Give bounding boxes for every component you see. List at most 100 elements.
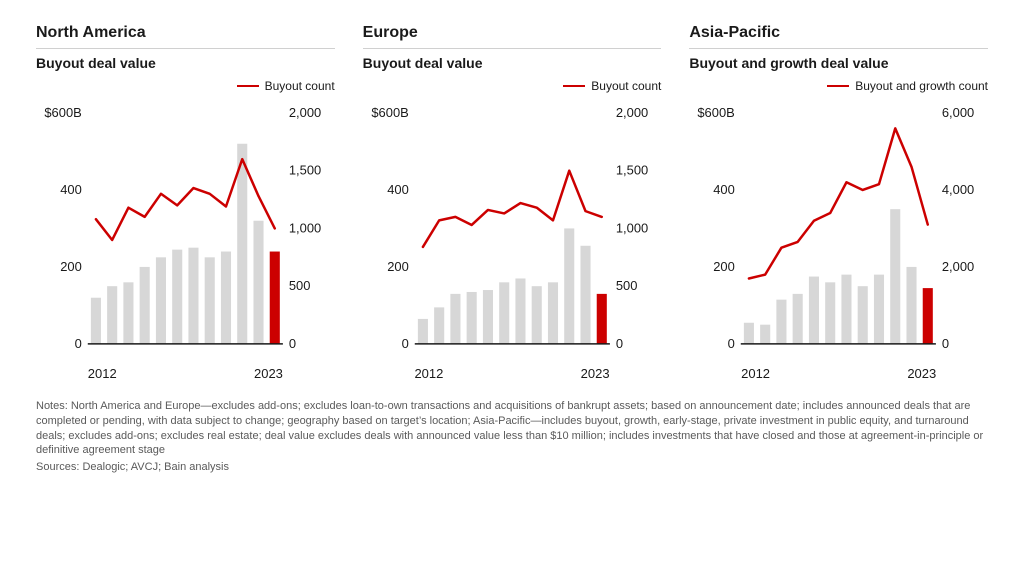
y-right-tick-label: 2,000 [942, 259, 974, 274]
x-labels: 2012 2023 [689, 366, 988, 381]
y-left-tick-label: 0 [728, 336, 735, 351]
footnotes: Notes: North America and Europe—excludes… [36, 399, 988, 475]
count-line [96, 159, 275, 240]
bar [499, 282, 509, 344]
y-left-tick-label: 400 [387, 182, 409, 197]
y-right-tick-label: 6,000 [942, 105, 974, 120]
chart-wrap: $600B 0 200 400 0 2,000 4,000 6,000 [689, 103, 988, 362]
bar [760, 325, 770, 344]
x-end-label: 2023 [907, 366, 936, 381]
legend-label: Buyout count [265, 79, 335, 93]
notes-body: Notes: North America and Europe—excludes… [36, 399, 988, 458]
bar-highlight [923, 288, 933, 344]
bar [793, 294, 803, 344]
legend-label: Buyout and growth count [855, 79, 988, 93]
bar [858, 286, 868, 344]
legend-line-swatch [237, 85, 259, 88]
bar [483, 290, 493, 344]
chart-wrap: $600B 0 200 400 0 500 1,000 1,500 2,000 [36, 103, 335, 362]
bar [744, 323, 754, 344]
bar [156, 257, 166, 344]
panels-row: North America Buyout deal value Buyout cou… [36, 24, 988, 381]
bar [777, 300, 787, 344]
panel-europe: Europe Buyout deal value Buyout count $600B… [363, 24, 662, 381]
x-labels: 2012 2023 [363, 366, 662, 381]
legend-line-swatch [827, 85, 849, 88]
x-labels: 2012 2023 [36, 366, 335, 381]
bar [515, 278, 525, 343]
x-start-label: 2012 [88, 366, 117, 381]
bar [434, 307, 444, 344]
bar [809, 277, 819, 344]
bar [826, 282, 836, 344]
x-end-label: 2023 [581, 366, 610, 381]
y-left-top-label: $600B [44, 105, 81, 120]
y-left-tick-label: 0 [75, 336, 82, 351]
y-right-tick-label: 500 [616, 278, 638, 293]
legend: Buyout count [363, 79, 662, 93]
y-right-tick-label: 2,000 [289, 105, 321, 120]
legend-line-swatch [563, 85, 585, 88]
y-left-tick-label: 200 [714, 259, 736, 274]
y-left-top-label: $600B [698, 105, 735, 120]
notes-sources: Sources: Dealogic; AVCJ; Bain analysis [36, 460, 988, 475]
panel-subtitle: Buyout and growth deal value [689, 55, 988, 71]
panel-asia-pacific: Asia-Pacific Buyout and growth deal value… [689, 24, 988, 381]
y-right-tick-label: 1,000 [616, 220, 648, 235]
chart-wrap: $600B 0 200 400 0 500 1,000 1,500 2,000 [363, 103, 662, 362]
bar [466, 292, 476, 344]
count-line [749, 128, 928, 278]
bar [221, 252, 231, 344]
chart: $600B 0 200 400 0 500 1,000 1,500 2,000 [36, 103, 335, 362]
panel-title: Europe [363, 24, 662, 49]
x-start-label: 2012 [414, 366, 443, 381]
chart: $600B 0 200 400 0 2,000 4,000 6,000 [689, 103, 988, 362]
y-left-tick-label: 400 [714, 182, 736, 197]
bar [450, 294, 460, 344]
bar [123, 282, 133, 344]
x-end-label: 2023 [254, 366, 283, 381]
panel-title: North America [36, 24, 335, 49]
bar [107, 286, 117, 344]
y-right-tick-label: 2,000 [616, 105, 648, 120]
x-start-label: 2012 [741, 366, 770, 381]
y-left-top-label: $600B [371, 105, 408, 120]
bar [580, 246, 590, 344]
panel-subtitle: Buyout deal value [36, 55, 335, 71]
bar [548, 282, 558, 344]
legend: Buyout count [36, 79, 335, 93]
panel-title: Asia-Pacific [689, 24, 988, 49]
panel-subtitle: Buyout deal value [363, 55, 662, 71]
y-left-tick-label: 400 [60, 182, 82, 197]
y-left-tick-label: 200 [60, 259, 82, 274]
bar [842, 275, 852, 344]
bar-highlight [596, 294, 606, 344]
legend-label: Buyout count [591, 79, 661, 93]
y-left-tick-label: 200 [387, 259, 409, 274]
bar [91, 298, 101, 344]
y-right-tick-label: 0 [616, 336, 623, 351]
panel-north-america: North America Buyout deal value Buyout cou… [36, 24, 335, 381]
y-right-tick-label: 1,500 [616, 163, 648, 178]
bar [891, 209, 901, 344]
y-right-tick-label: 500 [289, 278, 311, 293]
y-right-tick-label: 1,500 [289, 163, 321, 178]
bar [237, 144, 247, 344]
bar [253, 221, 263, 344]
bar [418, 319, 428, 344]
bar [874, 275, 884, 344]
bar [172, 250, 182, 344]
legend: Buyout and growth count [689, 79, 988, 93]
y-right-tick-label: 4,000 [942, 182, 974, 197]
bar [205, 257, 215, 344]
bar [140, 267, 150, 344]
bar [531, 286, 541, 344]
y-left-tick-label: 0 [401, 336, 408, 351]
chart: $600B 0 200 400 0 500 1,000 1,500 2,000 [363, 103, 662, 362]
y-right-tick-label: 1,000 [289, 220, 321, 235]
count-line [423, 171, 602, 247]
bar [907, 267, 917, 344]
bar-highlight [270, 252, 280, 344]
y-right-tick-label: 0 [289, 336, 296, 351]
y-right-tick-label: 0 [942, 336, 949, 351]
